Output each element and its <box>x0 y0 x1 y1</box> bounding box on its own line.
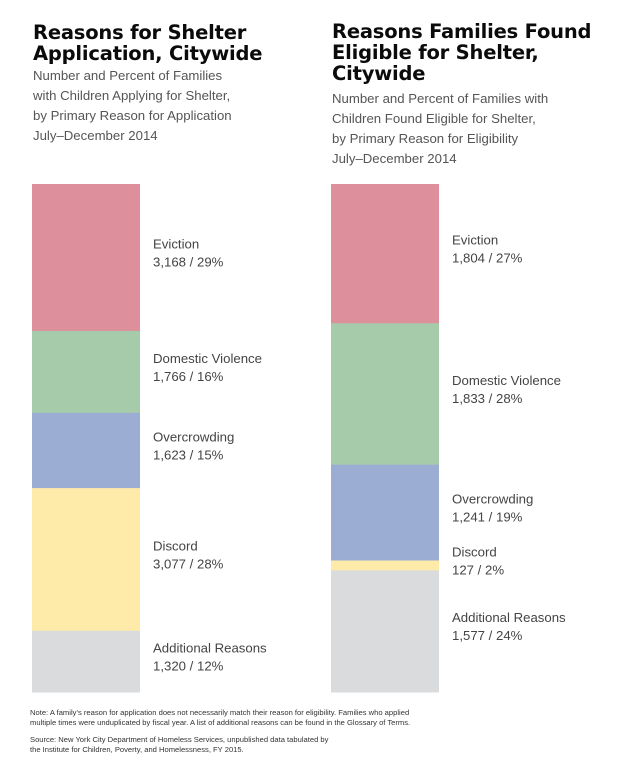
eligibility-chart-subtitle: Number and Percent of Families with Chil… <box>332 89 617 169</box>
value-label-domestic-violence: 1,766 / 16% <box>153 369 224 384</box>
footnote-line: multiple times were unduplicated by fisc… <box>30 718 411 727</box>
application-chart-subtitle: Number and Percent of Families with Chil… <box>33 66 308 146</box>
subtitle-line: Number and Percent of Families <box>33 68 223 83</box>
source-line: the Institute for Children, Poverty, and… <box>30 745 244 754</box>
value-label-eviction: 3,168 / 29% <box>153 254 224 269</box>
bar-segment-discord <box>32 488 140 632</box>
value-label-eviction: 1,804 / 27% <box>452 251 523 266</box>
subtitle-line: Children Found Eligible for Shelter, <box>332 111 536 126</box>
bar-segment-additional-reasons <box>331 570 439 693</box>
category-label-eviction: Eviction <box>153 236 199 251</box>
bar-segment-eviction <box>32 184 140 332</box>
subtitle-line: Number and Percent of Families with <box>332 91 549 106</box>
bar-segment-domestic-violence <box>32 330 140 414</box>
value-label-discord: 3,077 / 28% <box>153 556 224 571</box>
title-line: Citywide <box>332 62 426 85</box>
value-label-discord: 127 / 2% <box>452 562 504 577</box>
category-label-discord: Discord <box>153 538 198 553</box>
title-line: Eligible for Shelter, <box>332 41 539 64</box>
eligibility-stacked-bar: Eviction 1,804 / 27% Domestic Violence 1,83… <box>331 184 566 693</box>
application-chart-title: Reasons for Shelter Application, Citywid… <box>33 22 303 64</box>
subtitle-line: July–December 2014 <box>332 151 457 166</box>
source-note: Source: New York City Department of Home… <box>30 735 590 755</box>
bar-segment-additional-reasons <box>32 630 140 693</box>
category-label-overcrowding: Overcrowding <box>452 492 533 507</box>
value-label-overcrowding: 1,623 / 15% <box>153 447 224 462</box>
value-label-additional-reasons: 1,320 / 12% <box>153 658 224 673</box>
value-label-domestic-violence: 1,833 / 28% <box>452 391 523 406</box>
category-label-additional-reasons: Additional Reasons <box>452 610 566 625</box>
bar-segment-eviction <box>331 184 439 324</box>
category-label-additional-reasons: Additional Reasons <box>153 640 267 655</box>
footnote-line: Note: A family’s reason for application … <box>30 708 410 717</box>
source-line: Source: New York City Department of Home… <box>30 735 329 744</box>
bar-segment-overcrowding <box>331 464 439 561</box>
subtitle-line: July–December 2014 <box>33 128 158 143</box>
eligibility-chart-title: Reasons Families Found Eligible for Shel… <box>332 21 617 84</box>
category-label-eviction: Eviction <box>452 233 498 248</box>
application-stacked-bar: Eviction 3,168 / 29% Domestic Violence 1,76… <box>32 184 267 693</box>
bar-segment-domestic-violence <box>331 323 439 466</box>
title-line: Application, Citywide <box>33 42 263 65</box>
bar-segment-overcrowding <box>32 412 140 489</box>
footnote: Note: A family’s reason for application … <box>30 708 590 728</box>
title-line: Reasons Families Found <box>332 20 592 43</box>
title-line: Reasons for Shelter <box>33 21 247 44</box>
subtitle-line: with Children Applying for Shelter, <box>33 88 231 103</box>
subtitle-line: by Primary Reason for Eligibility <box>332 131 519 146</box>
category-label-overcrowding: Overcrowding <box>153 429 234 444</box>
value-label-additional-reasons: 1,577 / 24% <box>452 628 523 643</box>
bar-segment-discord <box>331 560 439 571</box>
category-label-domestic-violence: Domestic Violence <box>153 351 262 366</box>
value-label-overcrowding: 1,241 / 19% <box>452 510 523 525</box>
category-label-domestic-violence: Domestic Violence <box>452 373 561 388</box>
subtitle-line: by Primary Reason for Application <box>33 108 232 123</box>
category-label-discord: Discord <box>452 544 497 559</box>
